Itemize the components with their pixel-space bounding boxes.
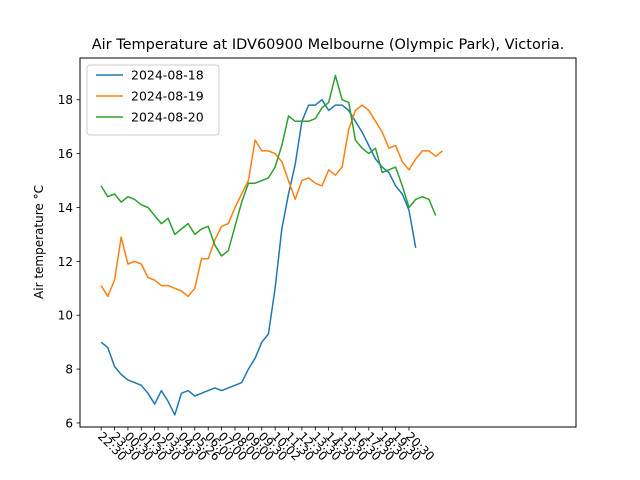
legend-label-2024-08-19: 2024-08-19 <box>131 89 204 104</box>
series-line-2024-08-20 <box>100 74 437 257</box>
chart-title: Air Temperature at IDV60900 Melbourne (O… <box>92 37 565 53</box>
legend-label-2024-08-18: 2024-08-18 <box>131 68 204 83</box>
series-lines <box>100 74 443 416</box>
y-tick-label: 10 <box>58 309 73 323</box>
series-line-2024-08-18 <box>100 98 417 416</box>
y-tick-label: 6 <box>65 416 73 430</box>
y-tick-label: 16 <box>58 147 73 161</box>
y-axis-ticks: 6 8 10 12 14 16 18 <box>58 93 80 430</box>
y-tick-label: 14 <box>58 201 73 215</box>
legend: 2024-08-18 2024-08-19 2024-08-20 <box>86 64 220 136</box>
y-tick-label: 18 <box>58 93 73 107</box>
y-tick-label: 8 <box>65 363 73 377</box>
y-axis-label: Air temperature °C <box>32 185 46 299</box>
x-axis-ticks: 22:3023:3000:3001:3002:3003:3004:3005:26… <box>95 427 437 464</box>
series-line-2024-08-19 <box>100 104 443 298</box>
legend-label-2024-08-20: 2024-08-20 <box>131 110 204 125</box>
y-tick-label: 12 <box>58 255 73 269</box>
plot-frame <box>79 57 577 428</box>
